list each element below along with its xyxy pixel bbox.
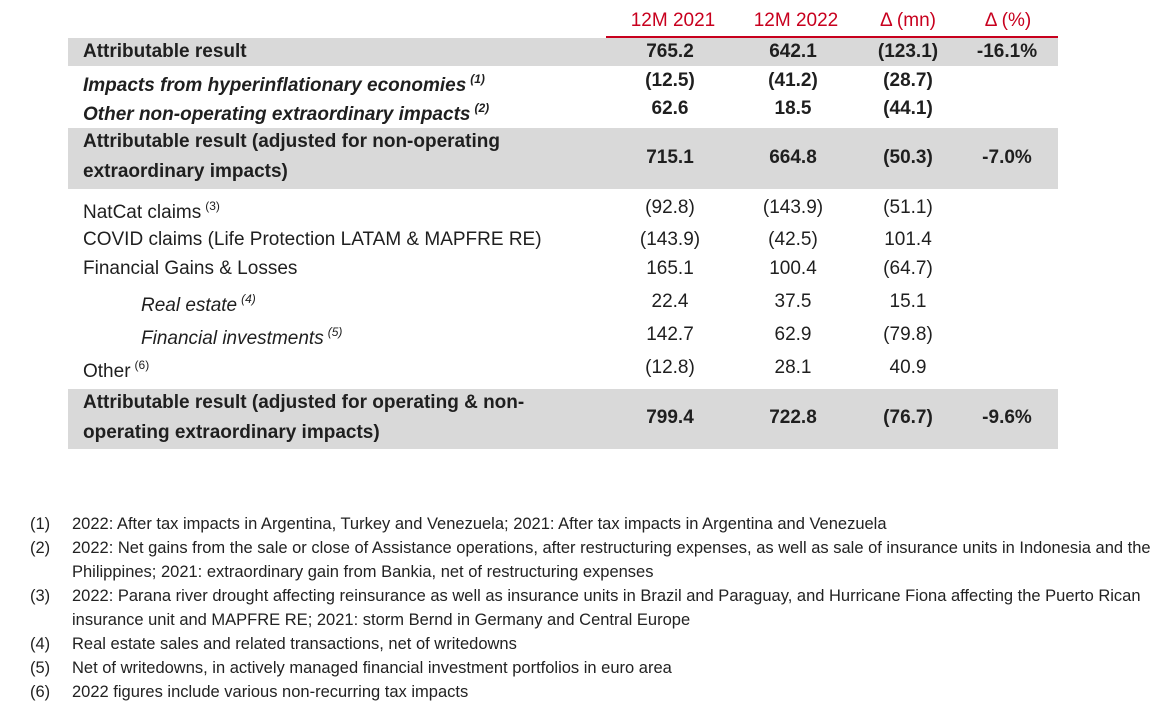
row-label: Other non-operating extraordinary impact… <box>83 101 489 126</box>
footnote: (5) Net of writedowns, in actively manage… <box>30 656 1160 680</box>
footnote-text: 2022: After tax impacts in Argentina, Tu… <box>72 515 887 533</box>
value-2021: (12.8) <box>645 357 695 378</box>
footnote-text: 2022: Net gains from the sale or close o… <box>72 539 1151 581</box>
value-delta-mn: (44.1) <box>883 98 933 119</box>
footnote-ref: (2) <box>474 101 490 115</box>
row-label-line2: operating extraordinary impacts) <box>83 422 380 443</box>
value-2022: (143.9) <box>762 197 824 218</box>
row-label: Impacts from hyperinflationary economies… <box>83 72 485 97</box>
value-delta-mn: (64.7) <box>883 258 933 279</box>
row-label: NatCat claims (3) <box>83 199 220 224</box>
row-label: Real estate (4) <box>141 292 256 317</box>
header-underline <box>606 36 1058 38</box>
value-delta-mn: 15.1 <box>889 291 927 312</box>
value-2022: (41.2) <box>768 70 818 91</box>
footnote-ref: (6) <box>134 358 150 372</box>
footnote-number: (3) <box>30 587 51 605</box>
value-2021: 799.4 <box>646 407 694 428</box>
value-2021: 715.1 <box>646 147 694 168</box>
footnote-number: (6) <box>30 683 51 701</box>
footnote-number: (2) <box>30 539 51 557</box>
header-delta-mn: Δ (mn) <box>880 10 936 31</box>
table-row: Impacts from hyperinflationary economies… <box>68 70 1058 98</box>
value-2021: 22.4 <box>651 291 689 312</box>
header-delta-pct: Δ (%) <box>984 10 1032 31</box>
value-2022: 37.5 <box>774 291 812 312</box>
row-label: Financial Gains & Losses <box>83 258 298 279</box>
header-12m-2021: 12M 2021 <box>630 10 716 31</box>
footnote-text: 2022: Parana river drought affecting rei… <box>72 587 1141 629</box>
row-label-line1: Attributable result (adjusted for operat… <box>83 392 525 413</box>
value-2021: (143.9) <box>639 229 701 250</box>
footnote-number: (4) <box>30 635 51 653</box>
footnote-ref: (5) <box>327 325 343 339</box>
footnote: (1) 2022: After tax impacts in Argentina,… <box>30 512 1160 536</box>
row-label-text: Other non-operating extraordinary impact… <box>83 104 471 125</box>
footnote-ref: (3) <box>205 199 220 213</box>
footnote-number: (1) <box>30 515 51 533</box>
row-label-text: Impacts from hyperinflationary economies <box>83 75 467 96</box>
value-2021: 165.1 <box>646 258 694 279</box>
table-row: Financial investments (5) 142.7 62.9 (79.… <box>68 321 1058 351</box>
row-label-line2: extraordinary impacts) <box>83 161 288 182</box>
value-2021: (12.5) <box>645 70 695 91</box>
value-delta-mn: (76.7) <box>883 407 933 428</box>
row-label: COVID claims (Life Protection LATAM & MA… <box>83 229 542 250</box>
table-row: COVID claims (Life Protection LATAM & MA… <box>68 228 1058 256</box>
table-row: Attributable result 765.2 642.1 (123.1) … <box>68 38 1058 66</box>
results-table: 12M 2021 12M 2022 Δ (mn) Δ (%) Attributa… <box>68 8 1058 449</box>
row-label: Attributable result <box>83 41 247 62</box>
footnote-text: Real estate sales and related transactio… <box>72 635 517 653</box>
table-row: Attributable result (adjusted for operat… <box>68 389 1058 449</box>
value-delta-mn: (28.7) <box>883 70 933 91</box>
value-delta-pct: -16.1% <box>976 41 1038 62</box>
value-2021: 62.6 <box>651 98 689 119</box>
value-delta-mn: (51.1) <box>883 197 933 218</box>
row-label-text: Financial investments <box>141 328 324 349</box>
value-2022: 18.5 <box>774 98 812 119</box>
row-label-text: Other <box>83 361 131 382</box>
row-label-text: Real estate <box>141 295 238 316</box>
table-row: Other non-operating extraordinary impact… <box>68 98 1058 126</box>
row-label: Financial investments (5) <box>141 325 342 350</box>
value-delta-mn: 40.9 <box>889 357 927 378</box>
footnote-text: Net of writedowns, in actively managed f… <box>72 659 672 677</box>
footnote: (3) 2022: Parana river drought affecting … <box>30 584 1160 632</box>
table-row: Attributable result (adjusted for non-op… <box>68 128 1058 189</box>
value-delta-mn: 101.4 <box>884 229 932 250</box>
table-row: NatCat claims (3) (92.8) (143.9) (51.1) <box>68 196 1058 224</box>
table-header: 12M 2021 12M 2022 Δ (mn) Δ (%) <box>68 8 1058 38</box>
value-2021: 765.2 <box>646 41 694 62</box>
value-2022: 642.1 <box>769 41 817 62</box>
value-2022: 28.1 <box>774 357 812 378</box>
value-2022: 664.8 <box>769 147 817 168</box>
value-2022: 100.4 <box>769 258 817 279</box>
value-delta-pct: -7.0% <box>982 147 1032 168</box>
footnote-number: (5) <box>30 659 51 677</box>
table-row: Real estate (4) 22.4 37.5 15.1 <box>68 288 1058 318</box>
footnotes: (1) 2022: After tax impacts in Argentina,… <box>30 512 1160 704</box>
row-label-line1: Attributable result (adjusted for non-op… <box>83 131 500 152</box>
footnote-text: 2022 figures include various non-recurri… <box>72 683 469 701</box>
footnote: (2) 2022: Net gains from the sale or clos… <box>30 536 1160 584</box>
value-delta-pct: -9.6% <box>982 407 1032 428</box>
table-row: Other (6) (12.8) 28.1 40.9 <box>68 354 1058 384</box>
value-2022: 722.8 <box>769 407 817 428</box>
value-2021: (92.8) <box>645 197 695 218</box>
footnote-ref: (4) <box>241 292 256 306</box>
row-label: Other (6) <box>83 358 149 383</box>
value-delta-mn: (123.1) <box>877 41 939 62</box>
footnote: (6) 2022 figures include various non-recu… <box>30 680 1160 704</box>
table-row: Financial Gains & Losses 165.1 100.4 (64… <box>68 258 1058 286</box>
footnote: (4) Real estate sales and related transac… <box>30 632 1160 656</box>
value-2022: (42.5) <box>768 229 818 250</box>
value-delta-mn: (50.3) <box>883 147 933 168</box>
header-12m-2022: 12M 2022 <box>753 10 839 31</box>
value-2022: 62.9 <box>774 324 812 345</box>
value-2021: 142.7 <box>646 324 694 345</box>
row-label-text: NatCat claims <box>83 202 202 223</box>
footnote-ref: (1) <box>470 72 485 86</box>
value-delta-mn: (79.8) <box>883 324 933 345</box>
